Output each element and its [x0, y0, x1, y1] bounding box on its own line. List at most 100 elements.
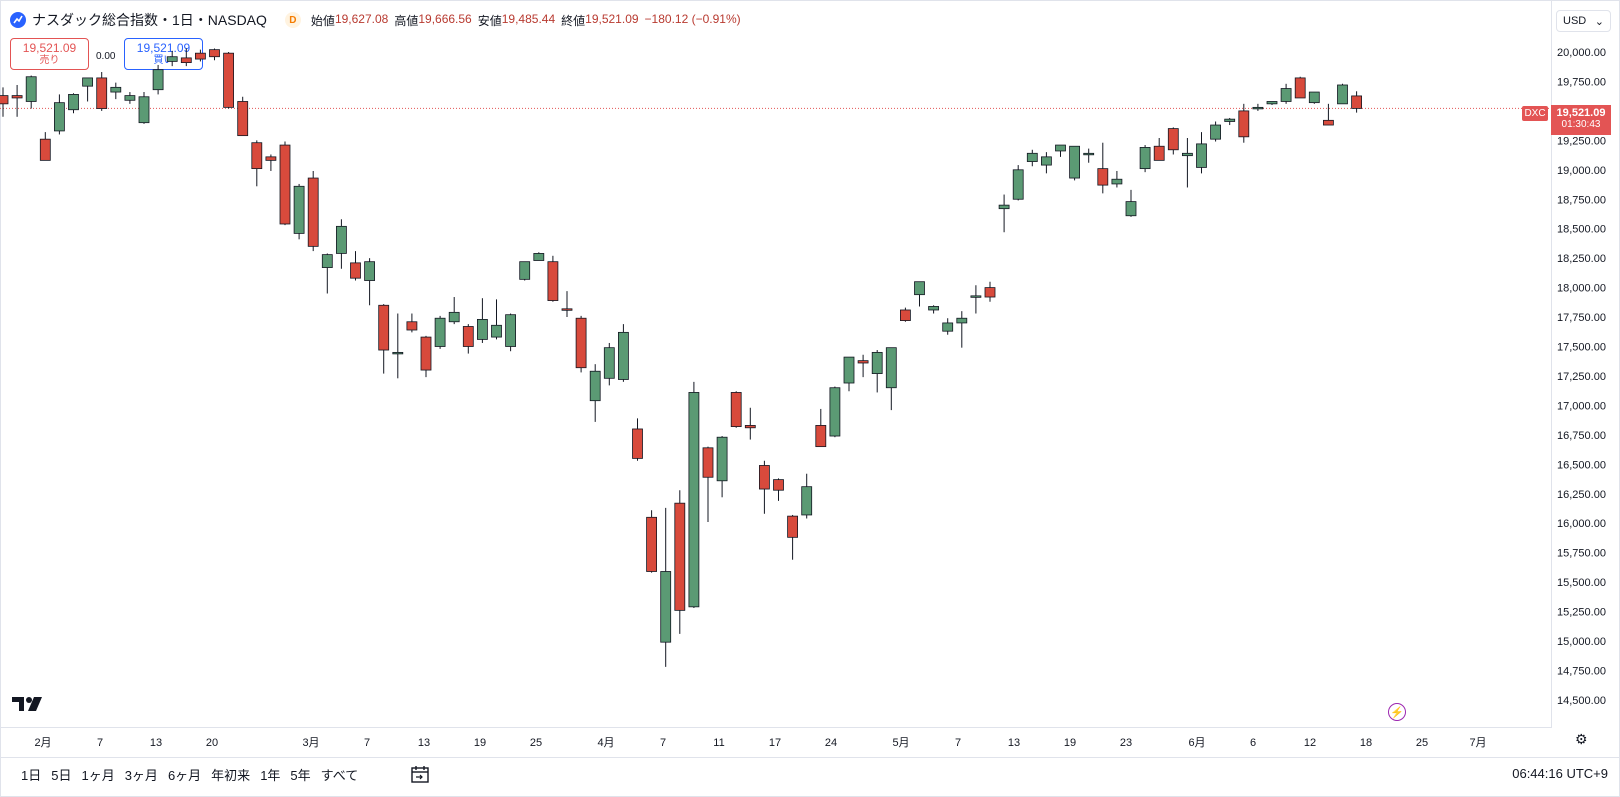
chevron-down-icon: ⌄ — [1594, 15, 1604, 28]
candle-body — [744, 425, 756, 429]
candle-body — [773, 479, 784, 491]
candle-body — [54, 102, 65, 132]
buy-button[interactable]: 19,521.09 買い — [124, 38, 203, 70]
candle-body — [815, 425, 827, 448]
time-tick-label: 13 — [1008, 737, 1020, 749]
time-tick-label: 5月 — [892, 737, 909, 749]
spread-value: 0.00 — [96, 51, 116, 62]
currency-select[interactable]: USD ⌄ — [1556, 10, 1611, 32]
range-3m[interactable]: 3ヶ月 — [124, 767, 158, 783]
ohlc-readout: 始値 19,627.08 高値 19,666.56 安値 19,485.44 終値 19… — [311, 12, 741, 29]
candle-body — [547, 261, 559, 301]
time-tick-label: 7月 — [1469, 737, 1486, 749]
last-price-value: 19,521.09 — [1556, 107, 1606, 119]
price-tick-label: 15,250.00 — [1557, 607, 1606, 619]
candle-body — [885, 347, 897, 389]
sell-button[interactable]: 19,521.09 売り — [10, 38, 89, 70]
range-all[interactable]: すべて — [320, 767, 359, 783]
candle-body — [632, 428, 643, 459]
change-value: −180.12 (−0.91%) — [644, 11, 741, 26]
candle-body — [1224, 118, 1236, 122]
time-tick-label: 6月 — [1188, 737, 1205, 749]
candle-body — [1238, 110, 1250, 138]
candle-body — [110, 86, 122, 93]
open-value: 19,627.08 — [334, 11, 389, 26]
time-tick-label: 12 — [1304, 737, 1316, 749]
settings-gear-icon[interactable]: ⚙ — [1575, 731, 1588, 747]
candle-body — [1012, 169, 1024, 200]
range-6m[interactable]: 6ヶ月 — [167, 767, 202, 783]
candle-body — [1111, 178, 1123, 185]
candle-body — [152, 69, 164, 91]
range-1d[interactable]: 1日 — [21, 767, 42, 783]
time-tick-label: 25 — [530, 737, 542, 749]
price-axis-border — [1551, 0, 1552, 728]
data-status-badge[interactable]: D — [284, 12, 301, 28]
time-tick-label: 19 — [1064, 737, 1076, 749]
candle-body — [194, 52, 206, 60]
candle-body — [603, 347, 615, 379]
symbol-title[interactable]: ナスダック総合指数・1日・NASDAQ — [32, 12, 267, 28]
tradingview-logo-icon[interactable] — [12, 697, 44, 711]
candle-body — [223, 52, 235, 108]
price-tick-label: 16,750.00 — [1557, 430, 1606, 442]
price-tick-label: 18,750.00 — [1557, 194, 1606, 206]
candle-body — [1097, 168, 1109, 186]
range-5d[interactable]: 5日 — [51, 767, 72, 783]
candle-body — [970, 295, 982, 298]
candle-body — [209, 49, 220, 58]
candle-body — [1182, 152, 1193, 157]
candle-body — [1294, 77, 1306, 99]
range-1m[interactable]: 1ヶ月 — [81, 767, 115, 783]
candle-body — [180, 57, 192, 64]
clock-timezone[interactable]: 06:44:16 UTC+9 — [1512, 766, 1608, 781]
high-label: 高値 — [394, 13, 419, 28]
candle-body — [82, 77, 93, 87]
candle-body — [759, 465, 770, 490]
price-tick-label: 19,000.00 — [1557, 165, 1606, 177]
candle-body — [998, 204, 1010, 210]
candle-body — [166, 56, 178, 62]
candle-body — [378, 304, 390, 351]
range-1y[interactable]: 1年 — [260, 767, 281, 783]
candle-body — [1139, 147, 1151, 170]
time-tick-label: 18 — [1360, 737, 1372, 749]
candle-body — [1337, 84, 1348, 105]
candle-body — [575, 317, 587, 369]
currency-value: USD — [1563, 15, 1587, 27]
time-tick-label: 23 — [1120, 737, 1132, 749]
candle-body — [364, 261, 376, 281]
candle-body — [1055, 144, 1066, 152]
candle-body — [716, 436, 728, 482]
range-ytd[interactable]: 年初来 — [211, 767, 251, 783]
candle-body — [68, 94, 79, 111]
candle-body — [321, 254, 333, 268]
price-tick-label: 15,750.00 — [1557, 548, 1606, 560]
time-tick-label: 20 — [206, 737, 218, 749]
range-selector: 1日 5日 1ヶ月 3ヶ月 6ヶ月 年初来 1年 5年 すべて — [16, 762, 363, 786]
price-tick-label: 16,500.00 — [1557, 459, 1606, 471]
candle-body — [857, 360, 869, 364]
candle-body — [618, 331, 629, 380]
lightning-icon[interactable]: ⚡ — [1388, 703, 1406, 721]
candle-body — [434, 317, 446, 347]
candle-body — [688, 392, 700, 608]
candle-body — [307, 177, 319, 247]
price-tick-label: 14,500.00 — [1557, 695, 1606, 707]
candlestick-chart[interactable]: 20,000.0019,750.0019,500.0019,250.0019,0… — [0, 0, 1620, 757]
candle-body — [843, 356, 855, 384]
candle-body — [914, 281, 925, 296]
price-tick-label: 19,250.00 — [1557, 135, 1606, 147]
candle-body — [1167, 128, 1179, 151]
candle-body — [787, 515, 798, 538]
candle-body — [11, 95, 23, 99]
goto-date-icon[interactable] — [410, 764, 430, 784]
low-value: 19,485.44 — [501, 11, 556, 26]
price-tick-label: 17,000.00 — [1557, 400, 1606, 412]
range-5y[interactable]: 5年 — [290, 767, 311, 783]
price-tick-label: 16,000.00 — [1557, 518, 1606, 530]
time-tick-label: 7 — [97, 737, 103, 749]
candle-body — [505, 314, 517, 347]
time-axis-border — [0, 727, 1551, 728]
candle-body — [265, 156, 277, 161]
